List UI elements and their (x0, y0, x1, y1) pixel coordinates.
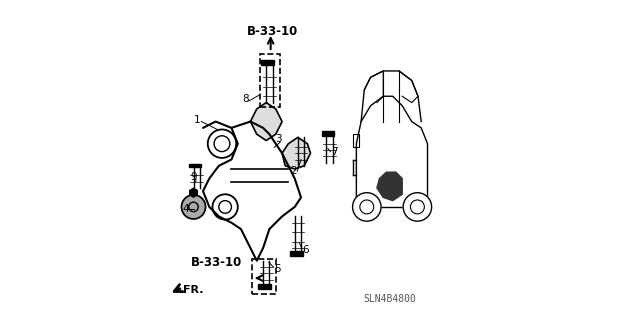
Text: B-33-10: B-33-10 (247, 25, 298, 38)
Bar (189, 164, 202, 167)
Text: SLN4B4800: SLN4B4800 (363, 293, 416, 304)
Bar (353, 134, 358, 147)
Text: 5: 5 (274, 263, 280, 274)
Bar (321, 131, 334, 136)
Text: FR.: FR. (184, 285, 204, 295)
Polygon shape (250, 103, 282, 141)
Text: 1: 1 (193, 115, 200, 125)
Text: 9: 9 (190, 172, 197, 182)
Polygon shape (282, 137, 310, 169)
Text: 7: 7 (331, 147, 337, 157)
Bar (262, 60, 274, 65)
Text: 2: 2 (290, 166, 296, 175)
Bar (290, 251, 303, 256)
Text: 8: 8 (243, 94, 249, 104)
Circle shape (403, 193, 431, 221)
Circle shape (353, 193, 381, 221)
Circle shape (182, 195, 205, 219)
Text: 4: 4 (182, 204, 189, 213)
Text: 3: 3 (276, 134, 282, 144)
Text: 6: 6 (303, 245, 309, 255)
Polygon shape (377, 172, 402, 201)
Text: B-33-10: B-33-10 (191, 256, 243, 269)
Bar (259, 285, 271, 289)
